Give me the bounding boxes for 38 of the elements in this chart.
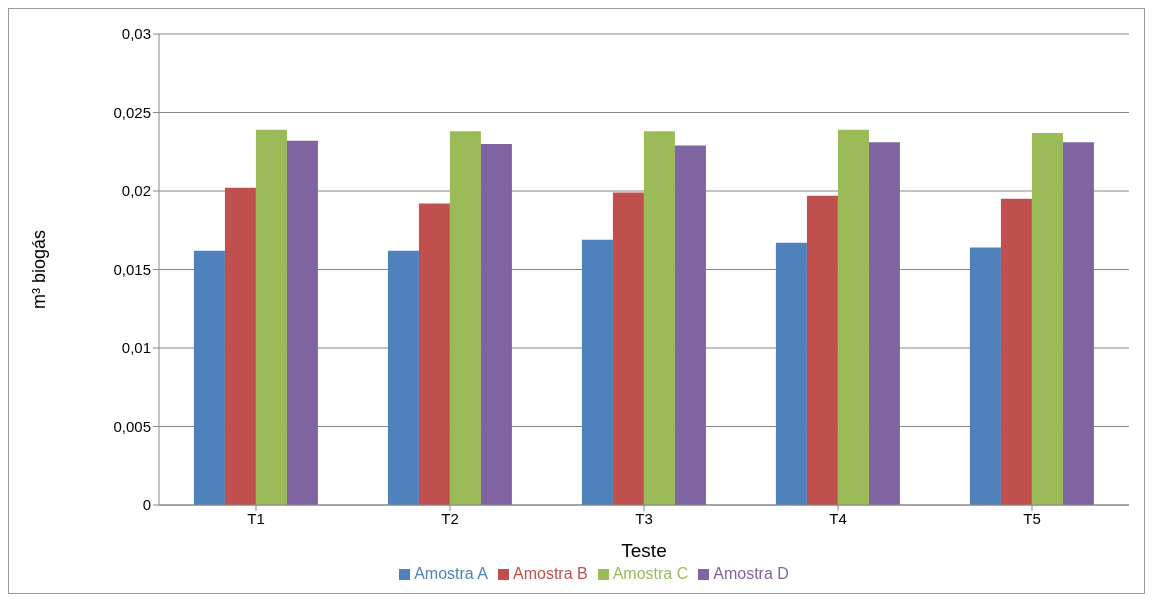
bar <box>837 129 869 505</box>
bar <box>193 250 225 505</box>
bar <box>674 145 706 505</box>
x-axis-title: Teste <box>621 540 667 561</box>
y-axis-title: m³ biogás <box>29 229 50 310</box>
y-tick-label: 0,02 <box>121 182 151 200</box>
legend-label: Amostra D <box>713 565 789 582</box>
bar <box>969 247 1001 505</box>
bar <box>1031 132 1063 505</box>
x-tick-label: T4 <box>829 509 847 527</box>
bar <box>224 187 256 505</box>
legend-label: Amostra A <box>414 565 488 582</box>
bar <box>1000 198 1032 505</box>
bar <box>643 131 675 505</box>
bar <box>449 131 481 505</box>
legend-label: Amostra B <box>512 565 588 582</box>
x-tick-label: T3 <box>635 509 653 527</box>
bar <box>775 242 807 505</box>
x-tick-label: T5 <box>1023 509 1041 527</box>
bar <box>387 250 419 505</box>
bar <box>868 142 900 505</box>
legend-label: Amostra C <box>612 565 689 582</box>
bar <box>581 239 613 505</box>
bar <box>806 195 838 505</box>
bar <box>1062 142 1094 505</box>
x-tick-label: T2 <box>441 509 459 527</box>
bar <box>480 143 512 505</box>
y-tick-label: 0,01 <box>121 339 151 357</box>
y-tick-label: 0,03 <box>121 25 151 43</box>
y-tick-label: 0,015 <box>113 260 151 278</box>
y-tick-label: 0,025 <box>113 103 151 121</box>
bar <box>255 129 287 505</box>
x-tick-label: T1 <box>247 509 265 527</box>
bar <box>286 140 318 505</box>
bar <box>612 192 644 505</box>
y-tick-label: 0 <box>142 496 151 514</box>
bar <box>418 203 450 505</box>
y-tick-label: 0,005 <box>113 417 151 435</box>
